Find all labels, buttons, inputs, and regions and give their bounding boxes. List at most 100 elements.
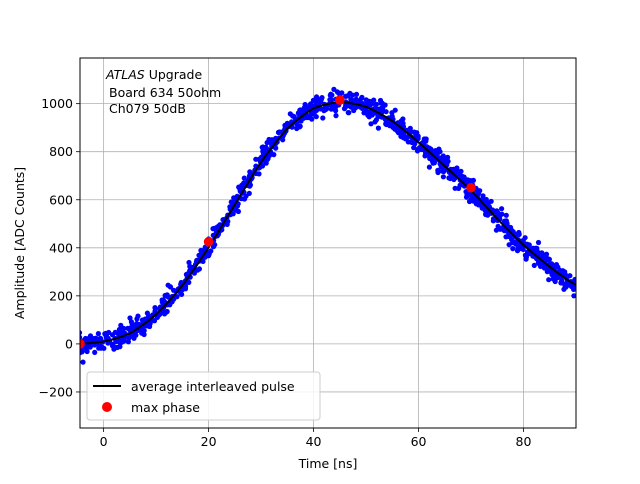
- sample-point: [572, 276, 576, 283]
- sample-point: [371, 97, 377, 103]
- sample-point: [135, 313, 141, 319]
- sample-point: [400, 120, 406, 126]
- sample-point: [480, 193, 486, 199]
- sample-point: [318, 106, 324, 112]
- sample-point: [439, 155, 445, 161]
- sample-point: [165, 282, 171, 288]
- sample-point: [503, 212, 509, 218]
- y-tick-label: 400: [49, 240, 73, 255]
- sample-point: [320, 115, 326, 121]
- sample-point: [439, 168, 446, 174]
- sample-point: [415, 146, 421, 152]
- y-tick-label: 600: [49, 192, 73, 207]
- max-phase-point: [203, 236, 214, 247]
- sample-point: [434, 152, 440, 158]
- legend-box: [86, 371, 321, 421]
- legend: average interleaved pulse max phase: [86, 371, 321, 421]
- average-pulse-line: [80, 101, 576, 345]
- sample-point: [506, 242, 512, 248]
- x-tick-label: 40: [306, 434, 322, 449]
- sample-point: [353, 96, 359, 102]
- sample-point: [92, 349, 98, 355]
- annotation: ATLAS Upgrade Board 634 50ohm Ch079 50dB: [105, 67, 221, 116]
- annotation-upgrade: Upgrade: [145, 67, 203, 82]
- sample-point: [346, 110, 352, 116]
- sample-point: [550, 271, 556, 277]
- sample-point: [152, 305, 158, 311]
- sample-point: [413, 131, 419, 137]
- sample-point: [563, 284, 569, 290]
- sample-point: [331, 86, 337, 92]
- sample-point: [89, 335, 95, 342]
- sample-point: [366, 109, 372, 115]
- sample-point: [541, 263, 547, 269]
- sample-point: [343, 93, 349, 99]
- y-tick-label: 1000: [41, 96, 73, 111]
- sample-point: [562, 271, 568, 278]
- x-tick-label: 0: [100, 434, 108, 449]
- sample-point: [365, 99, 371, 105]
- sample-point: [383, 109, 389, 115]
- sample-point: [444, 158, 451, 165]
- sample-point: [247, 169, 253, 175]
- sample-point: [80, 359, 86, 365]
- legend-marker-swatch: [102, 402, 112, 412]
- sample-point: [95, 331, 101, 337]
- sample-point: [271, 152, 277, 158]
- sample-point: [560, 268, 566, 274]
- sample-point: [121, 325, 127, 332]
- sample-point: [280, 137, 286, 143]
- sample-point: [353, 91, 360, 97]
- x-tick-label: 60: [411, 434, 427, 449]
- max-phase-point: [80, 339, 85, 349]
- sample-point: [188, 264, 194, 270]
- sample-point: [376, 106, 382, 112]
- sample-point: [546, 277, 552, 283]
- sample-point: [534, 247, 540, 253]
- sample-point: [426, 164, 432, 170]
- sample-point: [260, 144, 266, 150]
- sample-point: [160, 298, 166, 304]
- sample-point: [495, 223, 501, 229]
- legend-label-average: average interleaved pulse: [131, 379, 295, 394]
- sample-point: [411, 145, 417, 151]
- sample-point: [127, 315, 133, 321]
- sample-point: [256, 156, 262, 162]
- sample-point: [440, 174, 446, 180]
- sample-point: [317, 97, 323, 103]
- sample-point: [531, 262, 537, 268]
- sample-point: [182, 286, 189, 292]
- sample-point: [93, 335, 99, 341]
- sample-point: [161, 311, 168, 317]
- sample-point: [375, 114, 381, 120]
- y-tick-label: 200: [49, 288, 73, 303]
- sample-point: [297, 123, 303, 129]
- sample-point: [333, 108, 339, 114]
- sample-point: [186, 259, 192, 266]
- sample-point: [126, 334, 132, 341]
- max-phase-point: [335, 95, 345, 105]
- sample-point: [377, 97, 384, 104]
- sample-point: [402, 136, 409, 142]
- sample-point: [102, 331, 108, 337]
- sample-point: [333, 113, 339, 119]
- sample-point: [110, 342, 116, 348]
- sample-point: [171, 287, 177, 293]
- sample-point: [368, 121, 374, 127]
- sample-point: [395, 130, 401, 136]
- sample-point: [483, 196, 489, 203]
- sample-point: [375, 125, 381, 131]
- sample-point: [237, 186, 243, 192]
- sample-point: [329, 92, 335, 98]
- sample-point: [343, 103, 349, 110]
- sample-point: [243, 193, 249, 199]
- sample-point: [435, 167, 441, 173]
- sample-point: [179, 291, 185, 297]
- average-pulse-layer: [80, 101, 576, 345]
- max-phase-points: [80, 95, 476, 349]
- sample-point: [333, 104, 339, 110]
- sample-point: [264, 157, 270, 163]
- sample-point: [504, 220, 510, 227]
- sample-point: [522, 252, 529, 258]
